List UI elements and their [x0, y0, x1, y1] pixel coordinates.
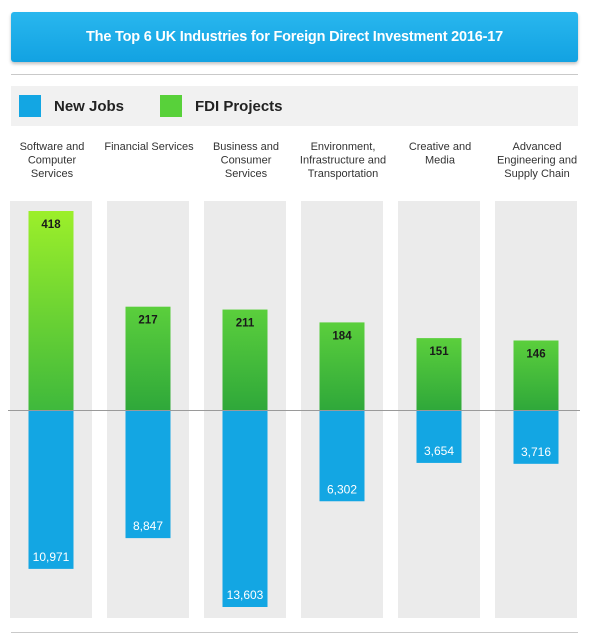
fdi-projects-value-label: 418	[41, 219, 61, 231]
legend-item-fdi-projects: FDI Projects	[160, 95, 283, 117]
fdi-projects-bar	[319, 322, 365, 410]
fdi-projects-value-label: 217	[138, 315, 157, 327]
fdi-projects-value-label: 184	[332, 330, 352, 342]
category-label: Software and Computer Services	[20, 141, 85, 180]
category-label: Business and Consumer Services	[213, 141, 279, 180]
new-jobs-value-label: 6,302	[327, 482, 357, 496]
title-divider	[11, 74, 578, 75]
fdi-projects-bar	[125, 306, 171, 410]
legend-item-new-jobs: New Jobs	[19, 95, 124, 117]
new-jobs-bar	[222, 410, 268, 607]
new-jobs-bar	[28, 410, 74, 569]
chart-title: The Top 6 UK Industries for Foreign Dire…	[11, 12, 578, 62]
new-jobs-bar	[416, 410, 462, 463]
fdi-projects-value-label: 151	[429, 346, 449, 358]
new-jobs-bar	[125, 410, 171, 539]
fdi-projects-value-label: 146	[526, 348, 545, 360]
new-jobs-value-label: 8,847	[133, 519, 163, 533]
category-label: Financial Services	[104, 141, 194, 153]
legend-swatch-new-jobs	[19, 95, 41, 117]
legend: New Jobs FDI Projects	[11, 86, 578, 126]
new-jobs-bar	[513, 410, 559, 464]
legend-label-fdi-projects: FDI Projects	[195, 97, 283, 115]
new-jobs-bar	[319, 410, 365, 502]
new-jobs-value-label: 10,971	[33, 550, 70, 564]
fdi-projects-bar	[513, 340, 559, 410]
fdi-projects-bar	[28, 211, 74, 410]
legend-swatch-fdi-projects	[160, 95, 182, 117]
legend-label-new-jobs: New Jobs	[54, 97, 125, 115]
new-jobs-value-label: 3,654	[424, 444, 454, 458]
bottom-divider	[11, 632, 578, 633]
category-label: Advanced Engineering and Supply Chain	[497, 141, 577, 180]
new-jobs-value-label: 13,603	[227, 588, 264, 602]
fdi-projects-bar	[222, 309, 268, 410]
new-jobs-value-label: 3,716	[521, 445, 551, 459]
fdi-projects-value-label: 211	[236, 318, 255, 330]
category-label: Environment, Infrastructure and Transporta…	[300, 141, 386, 180]
category-label: Creative and Media	[409, 141, 471, 167]
fdi-projects-bar	[416, 338, 462, 410]
